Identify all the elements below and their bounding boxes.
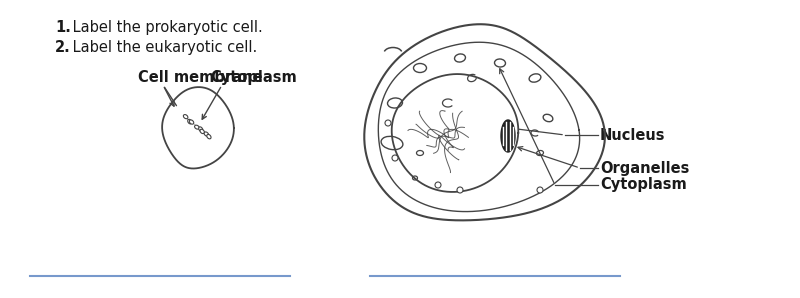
- Text: Organelles: Organelles: [600, 161, 690, 176]
- Text: 2.: 2.: [55, 40, 70, 55]
- Text: Nucleus: Nucleus: [600, 128, 666, 142]
- Circle shape: [385, 120, 391, 126]
- Ellipse shape: [190, 120, 194, 124]
- Text: Label the prokaryotic cell.: Label the prokaryotic cell.: [68, 20, 262, 35]
- Circle shape: [392, 155, 398, 161]
- Ellipse shape: [183, 114, 188, 119]
- Text: 1.: 1.: [55, 20, 71, 35]
- Ellipse shape: [207, 134, 211, 139]
- Circle shape: [457, 187, 463, 193]
- Polygon shape: [162, 87, 234, 168]
- Text: Cytoplasm: Cytoplasm: [210, 70, 297, 85]
- Polygon shape: [392, 74, 518, 192]
- Text: Label the eukaryotic cell.: Label the eukaryotic cell.: [68, 40, 258, 55]
- Polygon shape: [364, 24, 605, 220]
- Ellipse shape: [188, 119, 192, 124]
- Text: Cell membrane: Cell membrane: [138, 70, 262, 85]
- Ellipse shape: [204, 132, 209, 136]
- Polygon shape: [501, 120, 515, 152]
- Ellipse shape: [198, 127, 202, 131]
- Ellipse shape: [194, 125, 199, 129]
- Circle shape: [537, 187, 543, 193]
- Text: Cytoplasm: Cytoplasm: [600, 178, 686, 193]
- Ellipse shape: [200, 129, 204, 134]
- Circle shape: [435, 182, 441, 188]
